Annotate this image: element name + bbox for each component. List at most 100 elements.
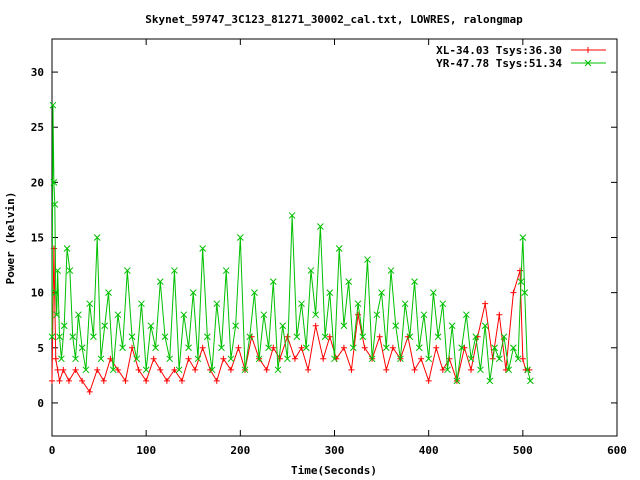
data-point — [415, 344, 423, 352]
data-point — [302, 344, 310, 352]
data-point — [72, 366, 79, 373]
data-point — [171, 366, 178, 373]
data-point — [235, 344, 242, 351]
data-point — [368, 355, 376, 363]
data-point — [359, 333, 367, 341]
data-point — [94, 366, 101, 373]
chart-title: Skynet_59747_3C123_81271_30002_cal.txt, … — [145, 13, 523, 26]
data-point — [326, 289, 334, 296]
x-tick-label: 600 — [607, 444, 627, 457]
y-tick-label: 0 — [37, 397, 44, 410]
x-axis-ticks: 0 100 200 300 400 500 600 — [49, 39, 627, 457]
data-point — [519, 234, 527, 241]
data-point — [376, 333, 383, 340]
data-point — [527, 377, 534, 385]
data-point — [418, 355, 425, 362]
data-point — [312, 311, 320, 319]
data-point — [269, 278, 277, 285]
data-point — [312, 322, 319, 329]
data-point — [105, 289, 112, 296]
data-point — [510, 344, 517, 352]
data-point — [52, 355, 59, 362]
data-point — [510, 289, 517, 296]
series-1 — [49, 245, 533, 395]
data-point — [389, 344, 396, 351]
data-point — [439, 300, 447, 308]
data-point — [502, 366, 509, 373]
data-point — [93, 234, 101, 241]
data-point — [477, 366, 484, 374]
data-point — [514, 355, 522, 363]
data-point — [361, 344, 368, 351]
data-point — [50, 179, 58, 186]
data-point — [349, 344, 357, 352]
data-point — [53, 311, 61, 319]
data-point — [383, 366, 390, 373]
data-point — [326, 333, 333, 340]
data-point — [119, 344, 126, 352]
data-point — [178, 377, 185, 384]
data-point — [192, 366, 199, 373]
data-point — [114, 311, 122, 319]
data-point — [208, 366, 216, 374]
data-point — [63, 245, 71, 252]
x-tick-label: 200 — [230, 444, 250, 457]
data-point — [54, 366, 61, 373]
data-point — [406, 333, 414, 341]
data-point — [152, 344, 159, 352]
data-point — [585, 47, 591, 53]
data-point — [161, 333, 169, 341]
y-tick-label: 20 — [31, 176, 44, 189]
data-point — [401, 300, 409, 308]
data-point — [65, 377, 72, 384]
data-point — [150, 355, 157, 362]
data-point — [236, 234, 244, 241]
data-point — [122, 377, 129, 384]
data-point — [213, 300, 221, 308]
data-point — [52, 289, 60, 296]
data-point — [305, 366, 312, 373]
data-point — [298, 344, 305, 351]
series-line — [51, 105, 531, 381]
data-point — [135, 366, 142, 373]
data-point — [54, 267, 62, 274]
x-tick-label: 100 — [136, 444, 156, 457]
data-point — [331, 355, 338, 363]
data-point — [472, 333, 480, 341]
data-point — [354, 300, 362, 308]
data-point — [86, 388, 93, 395]
y-tick-label: 30 — [31, 66, 44, 79]
data-point — [175, 366, 183, 374]
data-point — [505, 366, 513, 374]
data-point — [420, 311, 428, 319]
data-point — [82, 366, 90, 374]
series-2 — [48, 101, 534, 385]
data-point — [348, 366, 355, 373]
data-point — [496, 311, 503, 318]
data-point — [227, 355, 235, 363]
data-point — [180, 311, 188, 319]
data-point — [138, 300, 145, 308]
data-point — [123, 267, 131, 274]
data-point — [461, 344, 468, 351]
data-point — [147, 322, 155, 330]
data-point — [199, 245, 207, 252]
legend-label: XL-34.03 Tsys:36.30 — [436, 44, 562, 57]
data-point — [448, 322, 456, 330]
data-point — [49, 101, 57, 109]
legend-label: YR-47.78 Tsys:51.34 — [436, 57, 562, 70]
data-point — [133, 355, 141, 363]
data-point — [517, 267, 524, 274]
series-layer — [48, 101, 534, 395]
data-point — [453, 377, 461, 385]
data-point — [255, 355, 263, 363]
data-point — [458, 344, 465, 352]
data-point — [101, 322, 109, 330]
data-point — [288, 212, 296, 219]
data-point — [481, 322, 489, 330]
data-point — [444, 366, 451, 374]
data-point — [79, 377, 86, 384]
data-point — [373, 311, 381, 319]
